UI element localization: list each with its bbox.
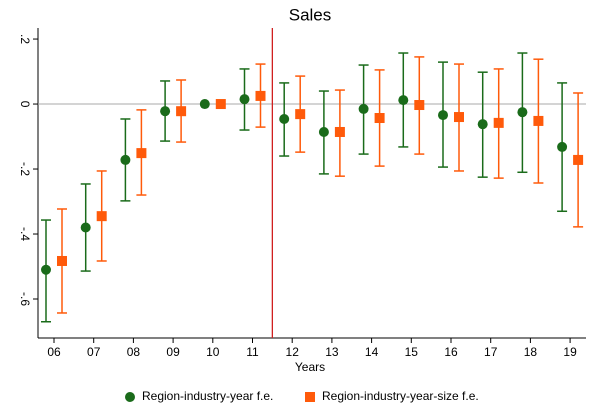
x-tick-label: 12: [286, 345, 300, 359]
x-tick-label: 06: [47, 345, 61, 359]
point: [358, 103, 369, 114]
point: [438, 110, 448, 121]
x-tick-label: 08: [127, 345, 141, 359]
point: [279, 113, 290, 124]
point: [493, 117, 504, 128]
point: [517, 107, 528, 118]
point: [454, 112, 464, 123]
x-tick-label: 07: [87, 345, 101, 359]
y-tick-label: -.4: [18, 227, 32, 241]
point: [414, 100, 425, 111]
point: [295, 109, 306, 120]
point: [57, 255, 67, 266]
point: [533, 115, 544, 126]
x-tick-label: 14: [365, 345, 379, 359]
point: [374, 113, 385, 124]
x-tick-label: 15: [405, 345, 419, 359]
x-tick-label: 17: [484, 345, 498, 359]
x-axis-label: Years: [295, 360, 325, 374]
x-tick-label: 18: [524, 345, 538, 359]
point: [255, 90, 266, 101]
point: [334, 126, 345, 137]
x-tick-label: 09: [166, 345, 180, 359]
y-tick-label: -.6: [18, 292, 32, 306]
y-tick-label: 0: [18, 101, 32, 108]
point: [557, 141, 568, 152]
legend-marker: [125, 392, 135, 402]
x-tick-label: 16: [444, 345, 458, 359]
point: [41, 264, 51, 275]
chart-title: Sales: [289, 5, 332, 24]
legend-marker: [305, 392, 315, 402]
point: [215, 99, 226, 110]
x-tick-label: 19: [563, 345, 577, 359]
x-tick-label: 10: [206, 345, 220, 359]
x-tick-label: 11: [246, 345, 259, 359]
point: [80, 222, 91, 233]
point: [136, 148, 147, 159]
point: [120, 154, 131, 165]
point: [318, 126, 329, 137]
point: [573, 154, 584, 165]
legend-label: Region-industry-year f.e.: [142, 389, 273, 403]
x-tick-label: 13: [325, 345, 339, 359]
point: [239, 94, 250, 105]
y-tick-label: .2: [18, 34, 32, 44]
point: [96, 211, 107, 222]
y-tick-label: -.2: [18, 162, 32, 176]
point: [176, 106, 187, 117]
point: [398, 95, 409, 106]
point: [199, 99, 210, 110]
legend-label: Region-industry-year-size f.e.: [322, 389, 479, 403]
point: [160, 106, 171, 117]
point: [477, 119, 488, 130]
